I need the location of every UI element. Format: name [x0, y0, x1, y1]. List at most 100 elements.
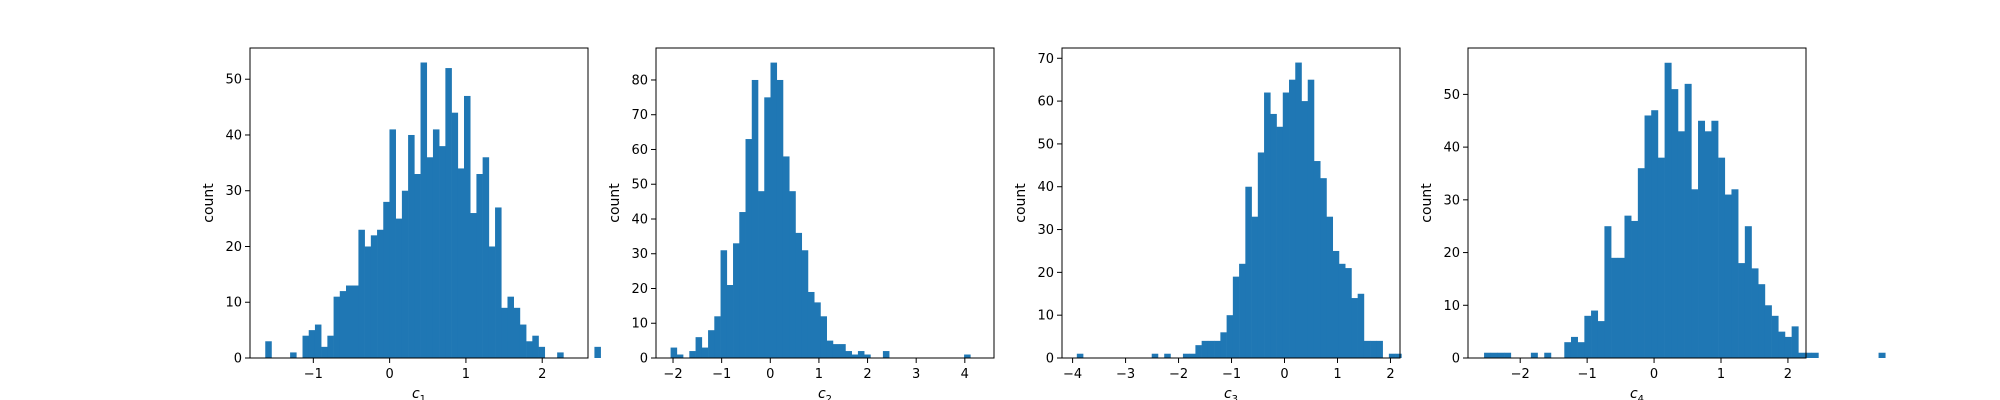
y-tick-label: 60: [631, 143, 648, 158]
histogram-bar: [1798, 352, 1806, 358]
histogram-bar: [1370, 340, 1377, 358]
histogram-bar: [557, 352, 564, 358]
y-tick-label: 10: [631, 317, 648, 332]
y-tick-label: 10: [225, 296, 242, 311]
histogram-bar: [964, 354, 971, 358]
histogram-bar: [1677, 131, 1685, 358]
histogram-bar: [770, 62, 778, 358]
histogram-bar: [290, 352, 297, 358]
histogram-bar: [776, 79, 784, 358]
histogram-bar: [1338, 263, 1346, 358]
histogram-bar: [857, 351, 865, 358]
histogram-bar: [1570, 336, 1578, 358]
histogram-bar: [1189, 353, 1196, 358]
y-tick-label: 30: [1037, 223, 1054, 238]
histogram-bar: [1711, 120, 1719, 358]
histogram-bar: [1388, 353, 1396, 358]
histogram-bar: [1332, 250, 1340, 358]
histogram-bar: [1624, 215, 1632, 358]
histogram-bar: [1251, 216, 1259, 358]
y-tick-label: 0: [640, 352, 648, 367]
histogram-bar: [1664, 62, 1672, 358]
histogram-bar: [389, 129, 396, 358]
x-tick-label: 2: [1386, 367, 1394, 382]
y-tick-label: 60: [1037, 95, 1054, 110]
axes-frame: [249, 47, 589, 359]
histogram-bar: [538, 346, 546, 358]
histogram-bar: [820, 316, 827, 358]
histogram-bar: [1226, 315, 1234, 358]
x-tick-label: −2: [1169, 367, 1188, 382]
histogram-bar: [426, 157, 434, 358]
histogram-bar: [401, 190, 409, 358]
histogram-bar: [1617, 257, 1625, 358]
x-tick-label: 1: [462, 367, 470, 382]
histogram-bar: [1744, 226, 1752, 358]
y-tick-label: 50: [631, 178, 648, 193]
histogram-bar: [1490, 352, 1498, 358]
y-tick-label: 70: [631, 108, 648, 123]
histogram-bar: [1597, 321, 1605, 358]
histogram-bar: [1201, 340, 1209, 358]
histogram-bar: [733, 243, 740, 358]
histogram-bar: [1691, 189, 1699, 358]
x-tick-label: −2: [1511, 367, 1530, 382]
x-tick-label: −1: [1578, 367, 1597, 382]
histogram-bar: [1239, 263, 1246, 358]
histogram-bar: [1778, 331, 1786, 358]
histogram-bar: [488, 246, 496, 358]
x-tick-label: 0: [1650, 367, 1658, 382]
histogram-bar: [1195, 345, 1202, 358]
histogram-bar: [432, 129, 440, 358]
histogram-bar: [1544, 352, 1552, 358]
histogram-bar: [1791, 326, 1799, 358]
y-tick-label: 40: [631, 212, 648, 227]
histogram-bar: [333, 296, 341, 358]
histogram-bar: [1232, 276, 1240, 358]
histogram-bar: [839, 344, 846, 358]
y-tick-label: 40: [1037, 180, 1054, 195]
histogram-bar: [782, 156, 790, 358]
histogram-bar: [1207, 340, 1215, 358]
histogram-bar: [708, 330, 715, 358]
histogram-bar: [795, 232, 803, 358]
y-axis-label: count: [1013, 183, 1029, 223]
histogram-bar: [1758, 284, 1766, 358]
y-tick-label: 50: [225, 73, 242, 88]
y-axis-label: count: [607, 183, 623, 223]
axes-frame: [1467, 47, 1807, 359]
histogram-bar: [265, 341, 272, 358]
histogram-bar: [720, 250, 728, 358]
histogram-bar: [1738, 263, 1746, 358]
histogram-bar: [739, 212, 746, 358]
histogram-bar: [532, 335, 539, 358]
histogram-bar: [814, 302, 821, 358]
histogram-bar: [851, 354, 859, 358]
histogram-bar: [308, 330, 316, 358]
histogram-bar: [789, 191, 796, 358]
histogram-bar: [1151, 353, 1159, 358]
histogram-bar: [826, 340, 834, 358]
histogram-bar: [408, 134, 415, 358]
histogram-bar: [1307, 79, 1315, 358]
histogram-bar: [439, 146, 446, 358]
histogram-bar: [358, 229, 365, 358]
histogram-bar: [676, 354, 684, 358]
histogram-bar: [1698, 120, 1706, 358]
y-tick-label: 20: [225, 240, 242, 255]
histogram-bar: [1718, 157, 1726, 358]
histogram-bar: [689, 351, 696, 358]
y-tick-label: 50: [1037, 137, 1054, 152]
histogram-bar: [1282, 92, 1290, 358]
histogram-bar: [1724, 194, 1732, 358]
y-tick-label: 30: [1443, 193, 1460, 208]
y-tick-label: 70: [1037, 52, 1054, 67]
histogram-bar: [482, 157, 490, 358]
histogram-bar: [1220, 332, 1227, 358]
histogram-bar: [1671, 89, 1679, 359]
histogram-bar: [1504, 352, 1512, 358]
x-tick-label: 0: [1280, 367, 1288, 382]
histogram-bar: [1811, 352, 1819, 358]
histogram-bar: [1564, 342, 1572, 358]
x-tick-label: 0: [766, 367, 774, 382]
